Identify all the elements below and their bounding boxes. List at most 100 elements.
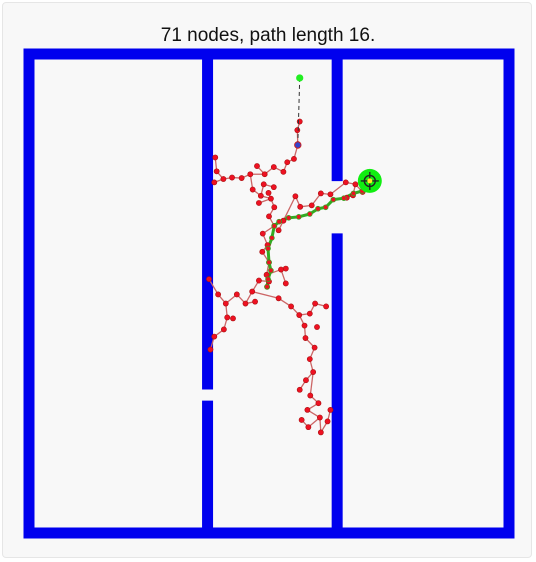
tree-node bbox=[323, 303, 330, 310]
tree-node bbox=[271, 204, 278, 211]
tree-node bbox=[254, 163, 260, 169]
tree-node bbox=[342, 179, 349, 186]
path-node bbox=[271, 223, 278, 229]
tree-node bbox=[296, 312, 303, 318]
tree-node bbox=[304, 406, 311, 413]
tree-node bbox=[324, 418, 331, 425]
tree-node bbox=[312, 300, 318, 307]
tree-node bbox=[292, 193, 299, 200]
tree-node bbox=[270, 164, 277, 170]
tree-edge bbox=[309, 371, 314, 396]
tree-edge bbox=[282, 195, 296, 221]
tree-node bbox=[305, 424, 312, 431]
tree-node bbox=[215, 291, 222, 298]
goal-center bbox=[367, 178, 373, 184]
path-node bbox=[268, 267, 274, 274]
start-link-dashed bbox=[297, 77, 301, 146]
tree-node bbox=[311, 344, 318, 351]
tree-node bbox=[306, 310, 313, 317]
tree-node bbox=[266, 213, 272, 220]
tree-node bbox=[259, 248, 266, 255]
tree-nodes bbox=[206, 118, 373, 436]
tree-node bbox=[252, 298, 258, 305]
start-point bbox=[296, 74, 304, 82]
tree-node bbox=[315, 400, 322, 407]
path-node bbox=[322, 204, 329, 211]
maze-walls bbox=[23, 48, 515, 539]
path-node bbox=[265, 245, 271, 252]
tree-node bbox=[233, 291, 240, 298]
tree-node bbox=[249, 186, 256, 193]
tree-node bbox=[308, 202, 315, 209]
tree-node bbox=[310, 369, 317, 375]
tree-node bbox=[280, 168, 287, 175]
tree-node bbox=[296, 118, 303, 125]
tree-node bbox=[298, 417, 305, 423]
path-node bbox=[330, 196, 337, 203]
tree-node bbox=[314, 324, 320, 330]
tree-node bbox=[316, 414, 323, 421]
start-tree-node bbox=[294, 141, 302, 149]
tree-node bbox=[224, 314, 231, 321]
tree-node bbox=[261, 171, 268, 178]
path-node bbox=[315, 205, 321, 212]
tree-node bbox=[327, 191, 334, 198]
tree-node bbox=[275, 295, 282, 302]
path-node bbox=[269, 235, 275, 241]
tree-node bbox=[206, 276, 212, 283]
tree-node bbox=[238, 175, 245, 181]
tree-node bbox=[229, 174, 235, 181]
tree-node bbox=[282, 265, 289, 272]
tree-edge bbox=[330, 181, 347, 195]
path-node bbox=[265, 276, 271, 282]
tree-node bbox=[284, 159, 291, 166]
tree-node bbox=[352, 181, 359, 188]
tree-node bbox=[307, 392, 314, 399]
tree-node bbox=[220, 326, 227, 333]
tree-node bbox=[230, 315, 236, 322]
tree-edge bbox=[252, 290, 279, 299]
tree-node bbox=[249, 288, 256, 295]
tree-node bbox=[275, 227, 282, 234]
path-node bbox=[350, 190, 357, 197]
path-node bbox=[264, 283, 270, 290]
tree-node bbox=[282, 280, 289, 287]
tree-node bbox=[327, 406, 334, 413]
tree-node bbox=[296, 386, 303, 393]
tree-node bbox=[317, 429, 324, 436]
tree-node bbox=[220, 176, 227, 182]
tree-node bbox=[256, 200, 262, 206]
diagram-title: 71 nodes, path length 16. bbox=[161, 25, 375, 46]
tree-node bbox=[211, 179, 218, 186]
tree-node bbox=[268, 195, 274, 202]
tree-node bbox=[247, 171, 254, 178]
tree-node bbox=[213, 168, 220, 175]
path-node bbox=[341, 195, 347, 201]
path-node bbox=[306, 211, 313, 217]
tree-node bbox=[222, 300, 229, 307]
tree-node bbox=[297, 203, 304, 210]
path-node bbox=[295, 214, 302, 220]
tree-node bbox=[242, 300, 249, 307]
tree-node bbox=[306, 356, 313, 363]
tree-node bbox=[302, 335, 309, 341]
markers bbox=[294, 74, 382, 193]
tree-edge bbox=[208, 278, 219, 295]
tree-node bbox=[317, 190, 324, 197]
tree-node bbox=[211, 333, 218, 340]
tree-node bbox=[301, 322, 308, 329]
tree-node bbox=[303, 377, 309, 384]
tree-node bbox=[288, 303, 294, 310]
tree-node bbox=[278, 266, 284, 273]
tree-node bbox=[256, 277, 262, 284]
tree-node bbox=[294, 127, 301, 134]
tree-node bbox=[265, 190, 272, 196]
tree-node bbox=[291, 156, 297, 162]
tree-node bbox=[207, 346, 214, 353]
path-node bbox=[276, 218, 282, 225]
tree-node bbox=[259, 230, 266, 237]
tree-node bbox=[257, 192, 264, 199]
path-node bbox=[266, 259, 272, 266]
tree-node bbox=[212, 154, 219, 161]
